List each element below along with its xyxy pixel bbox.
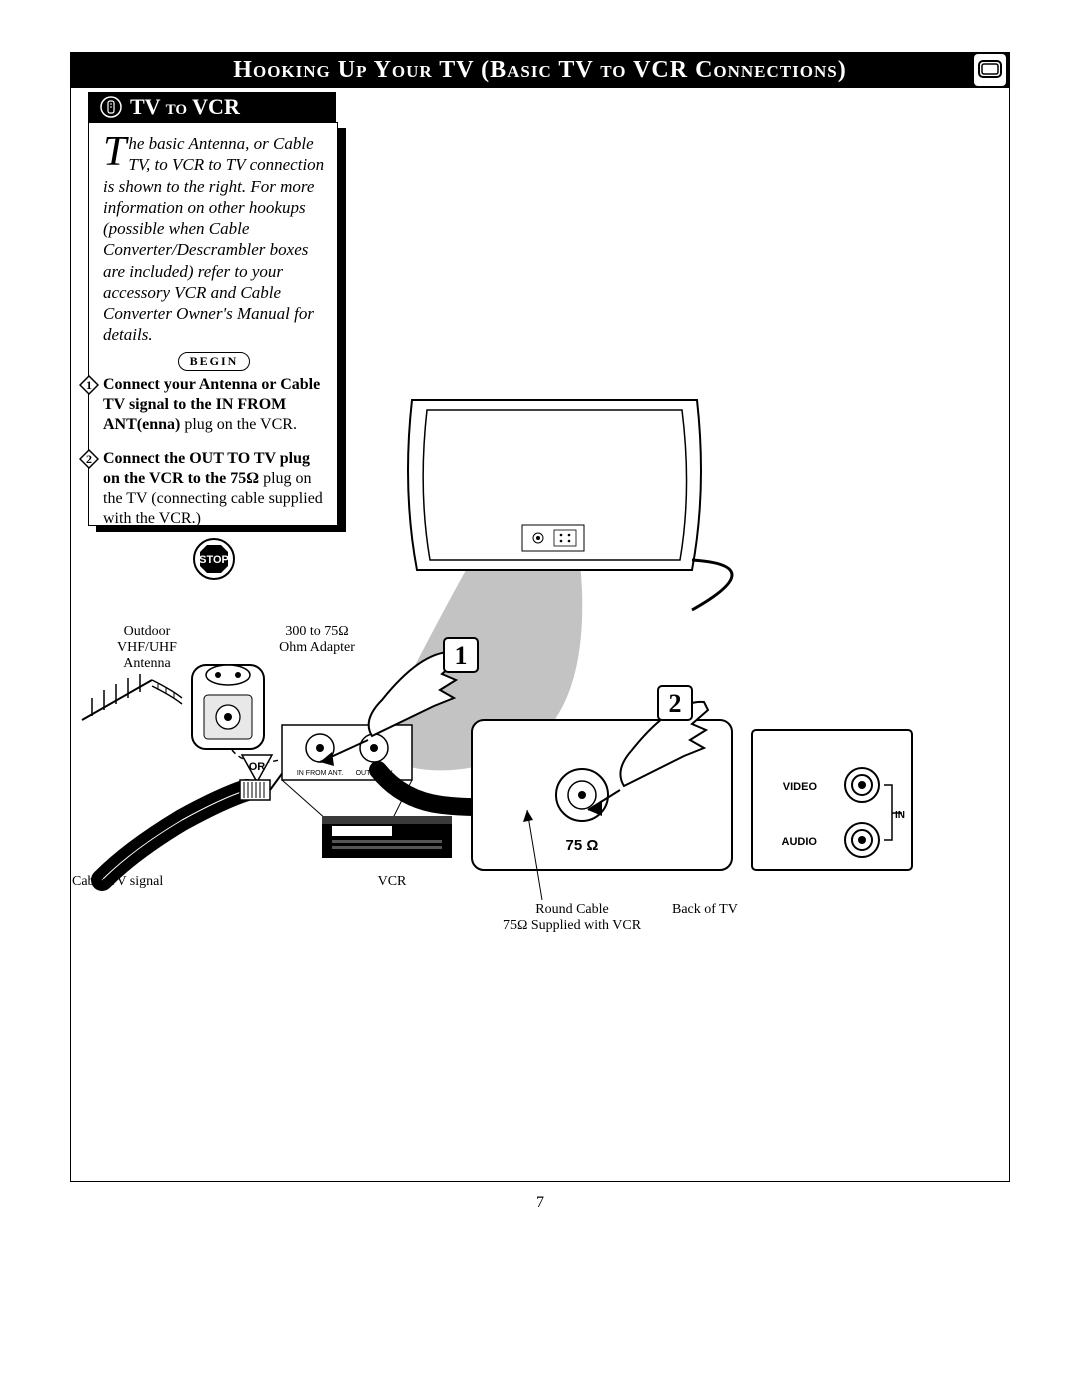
begin-badge: BEGIN bbox=[178, 352, 250, 371]
svg-text:1: 1 bbox=[455, 641, 468, 670]
section-header: TV to VCR bbox=[88, 92, 336, 122]
or-callout-icon: OR bbox=[242, 755, 272, 782]
tv-back-av-panel: VIDEO AUDIO IN bbox=[752, 730, 912, 870]
label-ohm-adapter: 300 to 75Ω Ohm Adapter bbox=[267, 624, 367, 656]
label-back-of-tv: Back of TV bbox=[672, 902, 792, 918]
svg-text:OR: OR bbox=[249, 761, 266, 773]
svg-text:IN FROM ANT.: IN FROM ANT. bbox=[297, 770, 343, 777]
manual-page: Hooking Up Your TV (Basic TV to VCR Conn… bbox=[0, 0, 1080, 1397]
page-number: 7 bbox=[0, 1194, 1080, 1212]
vcr-port-panel: IN FROM ANT. OUT TO TV bbox=[282, 725, 412, 820]
svg-text:IN: IN bbox=[895, 810, 905, 821]
connection-diagram: OR IN FROM ANT. OUT TO bbox=[72, 390, 1008, 950]
intro-body: he basic Antenna, or Cable TV, to VCR to… bbox=[103, 134, 324, 344]
outdoor-antenna-icon bbox=[82, 674, 182, 720]
page-header-bar: Hooking Up Your TV (Basic TV to VCR Conn… bbox=[70, 52, 1010, 88]
svg-text:AUDIO: AUDIO bbox=[782, 836, 818, 848]
svg-text:VIDEO: VIDEO bbox=[783, 781, 818, 793]
section-title: TV to VCR bbox=[130, 94, 240, 120]
intro-dropcap: T bbox=[103, 133, 128, 169]
intro-paragraph: T he basic Antenna, or Cable TV, to VCR … bbox=[103, 133, 325, 346]
cable-coax-icon bbox=[102, 760, 292, 880]
label-cable-signal: Cable TV signal bbox=[72, 874, 202, 890]
label-outdoor-antenna: Outdoor VHF/UHF Antenna bbox=[102, 624, 192, 672]
label-round-cable: Round Cable 75Ω Supplied with VCR bbox=[492, 902, 652, 934]
remote-hand-icon bbox=[98, 94, 124, 120]
svg-text:2: 2 bbox=[669, 689, 682, 718]
tv-outline-icon bbox=[974, 54, 1006, 86]
svg-text:75 Ω: 75 Ω bbox=[566, 837, 599, 854]
label-vcr: VCR bbox=[362, 874, 422, 890]
page-title: Hooking Up Your TV (Basic TV to VCR Conn… bbox=[233, 57, 846, 84]
diagram-svg: OR IN FROM ANT. OUT TO bbox=[72, 390, 1008, 950]
vcr-unit-icon bbox=[322, 816, 452, 858]
